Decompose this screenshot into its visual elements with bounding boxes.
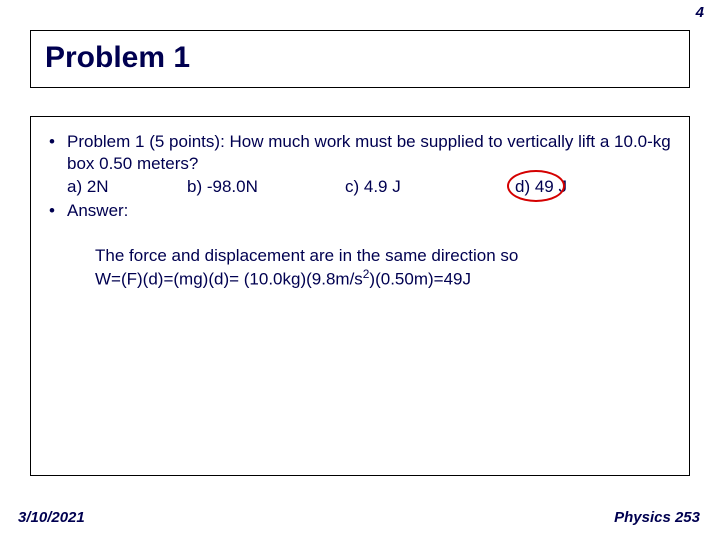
explanation-line2-pre: W=(F)(d)=(mg)(d)= (10.0kg)(9.8m/s bbox=[95, 270, 363, 289]
option-d-text: d) 49 J bbox=[515, 177, 567, 196]
page-number: 4 bbox=[696, 4, 704, 21]
problem-bullet: Problem 1 (5 points): How much work must… bbox=[67, 131, 679, 198]
explanation-line1: The force and displacement are in the sa… bbox=[95, 246, 518, 265]
answer-bullet: Answer: bbox=[67, 200, 679, 222]
option-a: a) 2N bbox=[67, 176, 187, 198]
answer-label: Answer: bbox=[67, 201, 128, 220]
footer-date: 3/10/2021 bbox=[18, 509, 85, 526]
explanation-line2-post: )(0.50m)=49J bbox=[369, 270, 471, 289]
option-b: b) -98.0N bbox=[187, 176, 345, 198]
option-d: d) 49 J bbox=[515, 176, 567, 198]
problem-text: Problem 1 (5 points): How much work must… bbox=[67, 132, 671, 173]
footer-course: Physics 253 bbox=[614, 509, 700, 526]
content-box: Problem 1 (5 points): How much work must… bbox=[30, 116, 690, 476]
slide-title: Problem 1 bbox=[45, 41, 675, 75]
option-c: c) 4.9 J bbox=[345, 176, 515, 198]
bullet-list: Problem 1 (5 points): How much work must… bbox=[41, 131, 679, 223]
options-row: a) 2N b) -98.0N c) 4.9 J d) 49 J bbox=[67, 176, 679, 198]
explanation: The force and displacement are in the sa… bbox=[95, 245, 659, 292]
title-box: Problem 1 bbox=[30, 30, 690, 88]
